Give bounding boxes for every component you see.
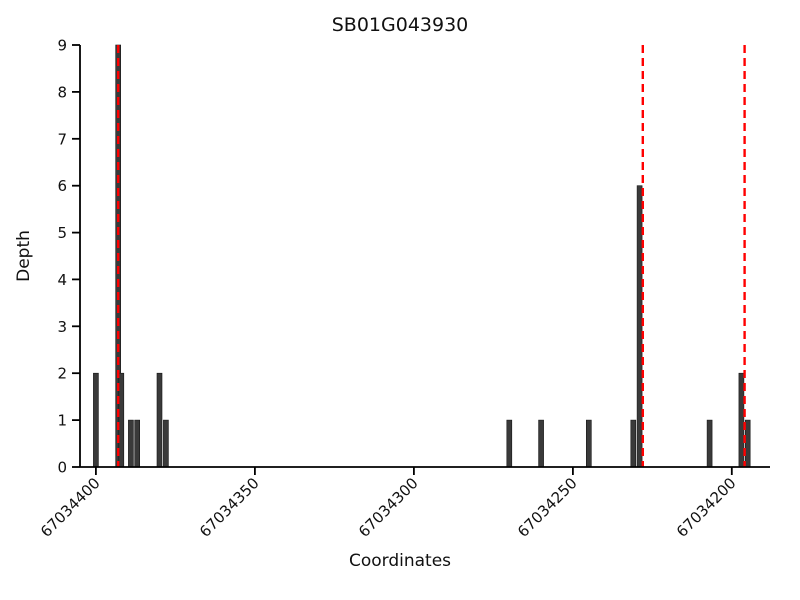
depth-bar: [585, 419, 592, 468]
depth-bar: [128, 419, 134, 468]
y-tick-label: 0: [57, 459, 67, 477]
y-tick-label: 2: [57, 365, 67, 383]
depth-bar: [636, 185, 643, 468]
depth-bar: [163, 419, 169, 468]
depth-bar: [630, 419, 637, 468]
x-tick-label: 67034400: [37, 474, 104, 541]
y-tick-label: 6: [57, 177, 67, 195]
x-tick-label: 67034350: [196, 474, 263, 541]
depth-bar: [118, 372, 125, 468]
y-tick-label: 4: [57, 271, 67, 289]
depth-bar: [506, 419, 513, 468]
x-tick-label: 67034250: [514, 474, 581, 541]
x-tick-label: 67034200: [673, 474, 740, 541]
y-tick-label: 3: [57, 318, 67, 336]
depth-bar: [706, 419, 713, 468]
y-tick-label: 9: [57, 37, 67, 55]
depth-bar: [738, 372, 745, 468]
y-tick-label: 5: [57, 224, 67, 242]
depth-bar: [156, 372, 163, 468]
y-tick-label: 7: [57, 130, 67, 148]
depth-bar: [134, 419, 140, 468]
x-axis-label: Coordinates: [348, 551, 452, 571]
y-tick-label: 8: [57, 83, 67, 101]
depth-bar: [538, 419, 544, 468]
depth-bar: [744, 419, 751, 468]
y-axis-label: Depth: [14, 230, 34, 282]
x-tick-label: 67034300: [355, 474, 422, 541]
depth-bar: [93, 372, 99, 468]
chart-title: SB01G043930: [331, 14, 469, 36]
y-tick-label: 1: [57, 412, 67, 430]
